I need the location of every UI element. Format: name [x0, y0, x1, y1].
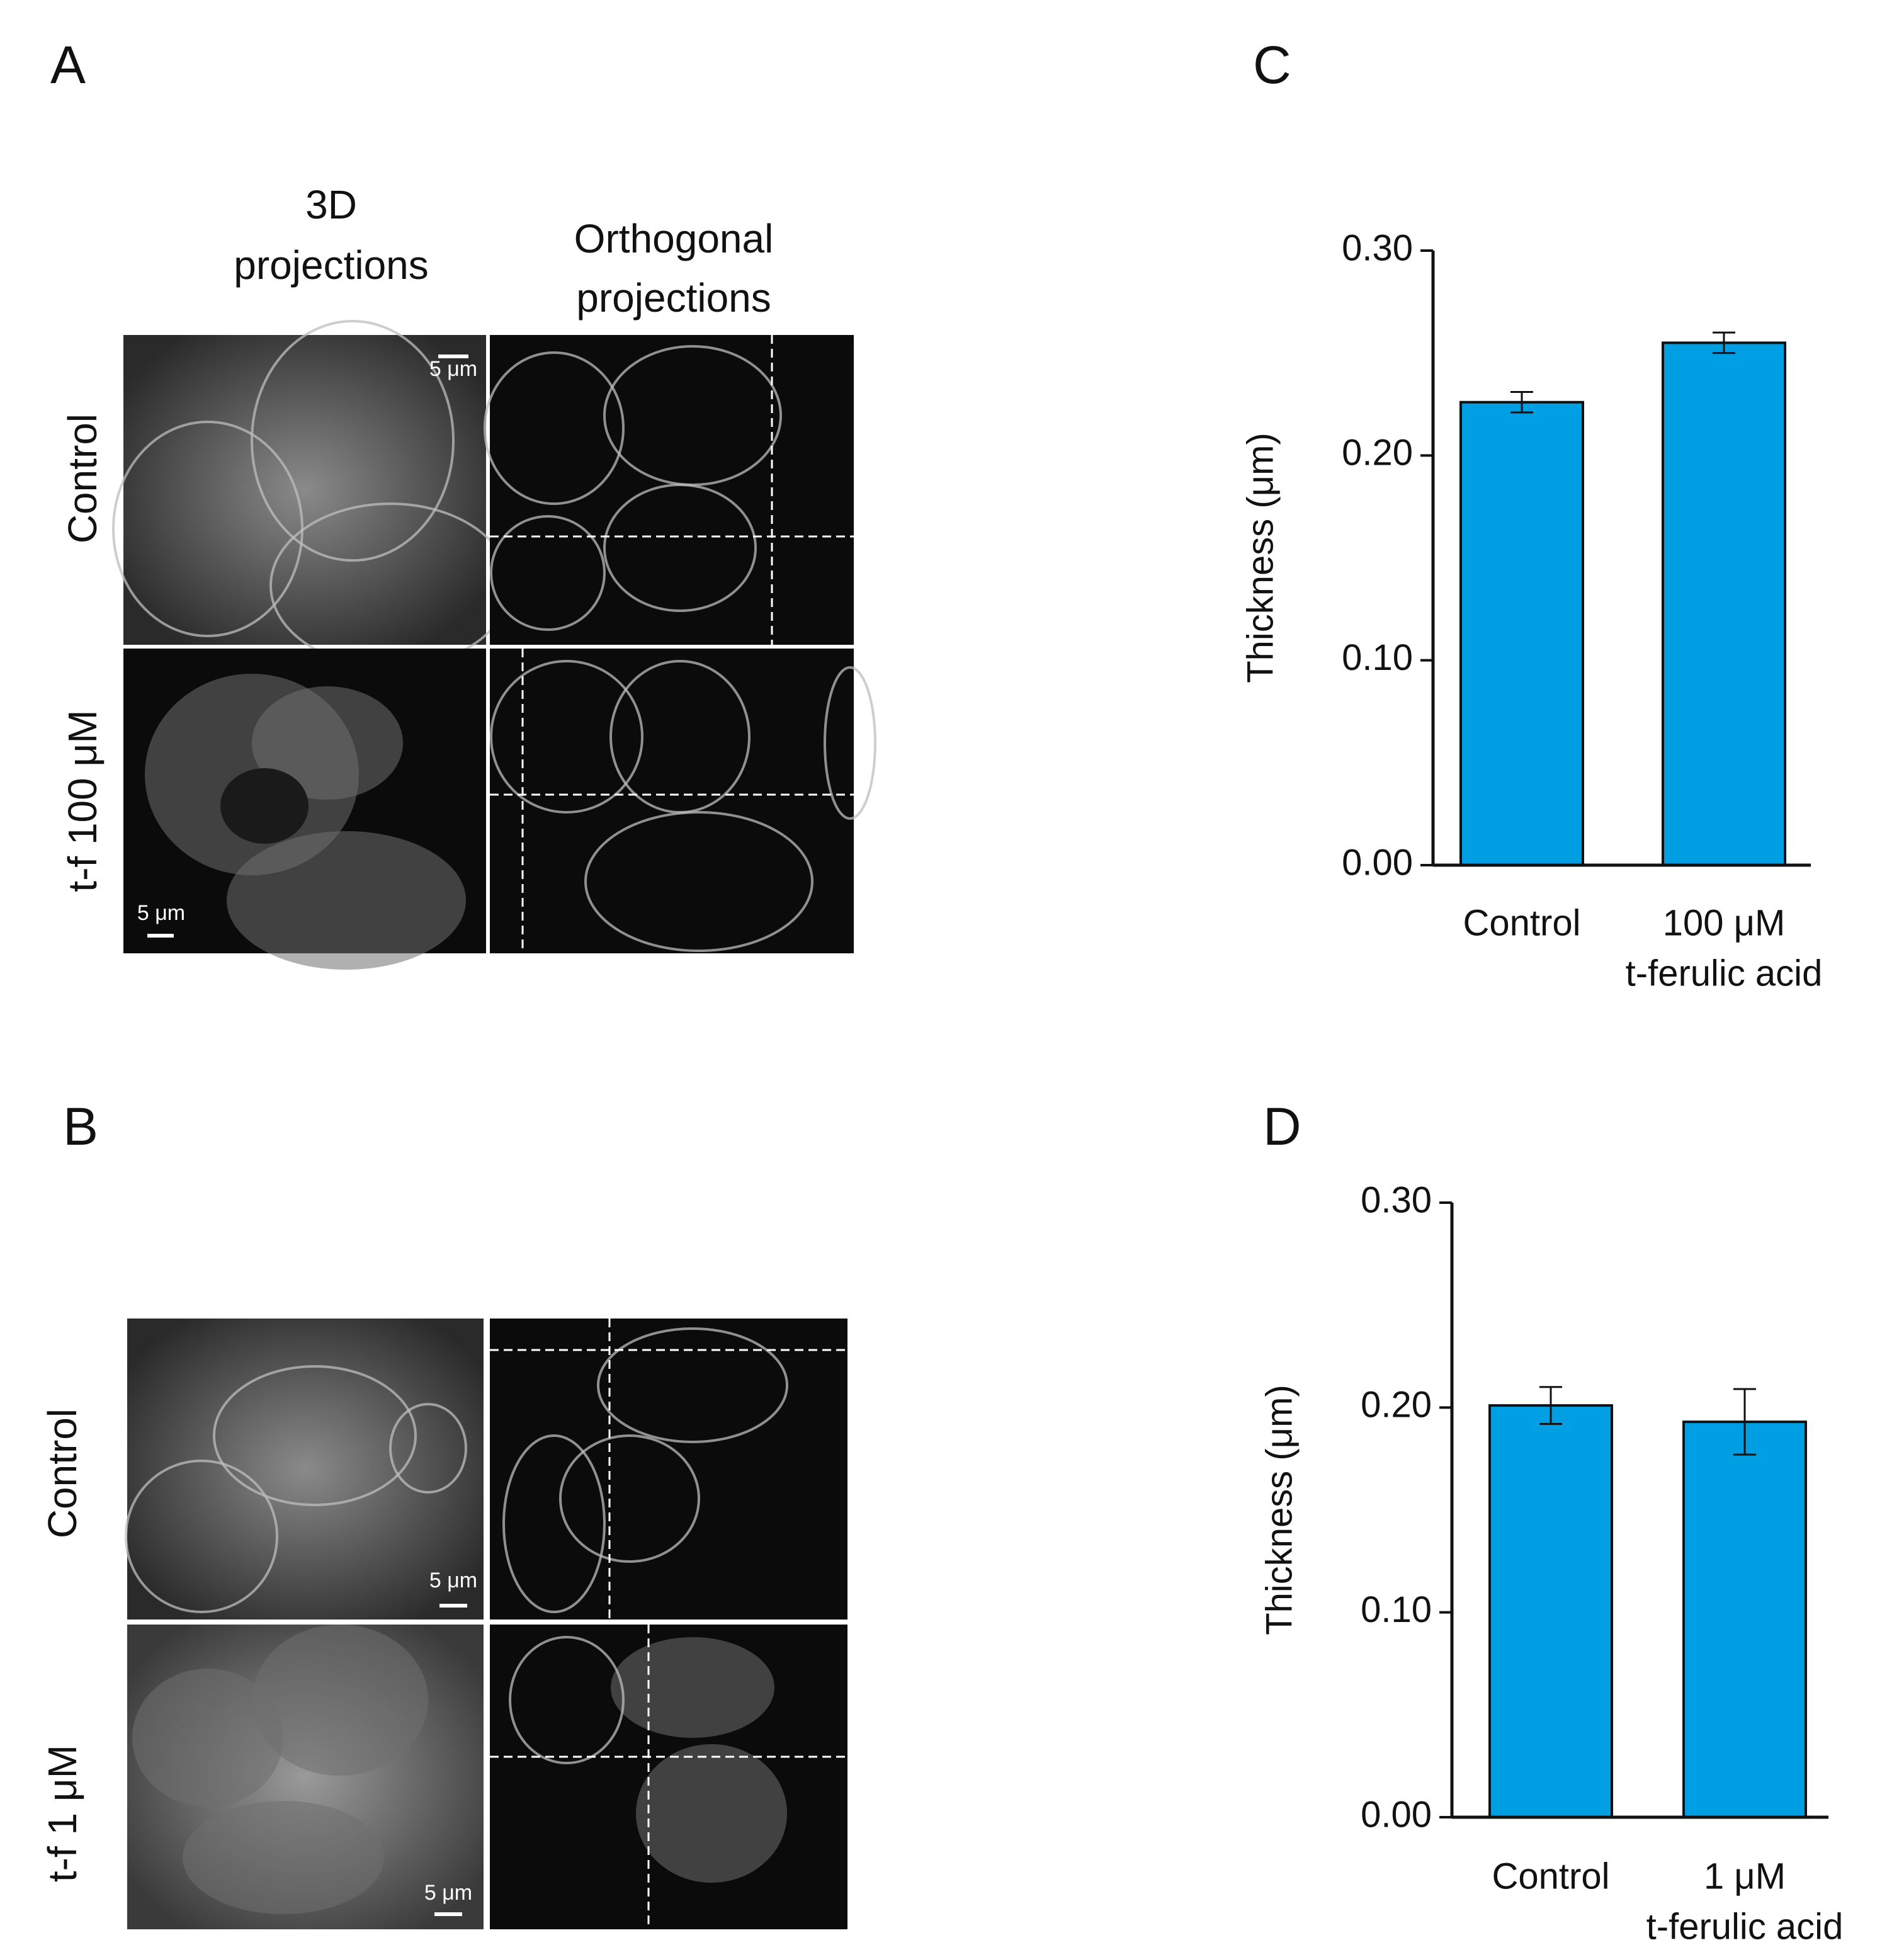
column-header: 3D	[305, 182, 357, 227]
x-tick-label: Control	[1463, 902, 1581, 943]
column-header: projections	[576, 275, 771, 320]
bar	[1488, 1404, 1613, 1819]
y-axis-title: Thickness (μm)	[1240, 433, 1281, 683]
panel-label: C	[1253, 35, 1291, 94]
scale-bar-label: 5 μm	[137, 901, 185, 925]
y-tick-label: 0.10	[1361, 1589, 1432, 1630]
micrograph	[490, 1625, 847, 1929]
row-label: Control	[60, 414, 105, 543]
column-header: Orthogonal	[574, 216, 774, 261]
row-label: t-f 1 μM	[40, 1745, 85, 1882]
micrograph	[123, 649, 486, 970]
x-tick-label: t-ferulic acid	[1626, 953, 1823, 994]
bar	[1459, 400, 1584, 866]
bar	[1662, 341, 1786, 866]
panel-label: D	[1263, 1097, 1301, 1156]
scale-bar-label: 5 μm	[429, 1568, 477, 1592]
micrograph	[484, 335, 854, 645]
x-tick-label: t-ferulic acid	[1646, 1906, 1844, 1947]
x-tick-label: Control	[1492, 1856, 1610, 1897]
y-tick-label: 0.30	[1361, 1179, 1432, 1220]
panel-label: A	[50, 35, 86, 94]
column-header: projections	[234, 242, 429, 288]
micrograph	[125, 1319, 484, 1619]
y-tick-label: 0.00	[1342, 842, 1413, 883]
scale-bar-label: 5 μm	[424, 1881, 472, 1905]
scale-bar-label: 5 μm	[429, 357, 477, 381]
x-tick-label: 1 μM	[1704, 1856, 1786, 1897]
row-label: t-f 100 μM	[60, 710, 105, 892]
micrograph	[112, 320, 511, 669]
y-tick-label: 0.30	[1342, 227, 1413, 268]
y-tick-label: 0.10	[1342, 637, 1413, 678]
micrograph	[490, 649, 876, 953]
x-tick-label: 100 μM	[1663, 902, 1786, 943]
y-axis-title: Thickness (μm)	[1259, 1385, 1300, 1635]
row-label: Control	[40, 1409, 85, 1538]
y-tick-label: 0.20	[1361, 1385, 1432, 1426]
bar	[1682, 1421, 1807, 1818]
panel-label: B	[63, 1097, 98, 1156]
micrograph	[127, 1625, 484, 1929]
micrograph	[490, 1319, 847, 1619]
y-tick-label: 0.20	[1342, 433, 1413, 474]
y-tick-label: 0.00	[1361, 1794, 1432, 1835]
